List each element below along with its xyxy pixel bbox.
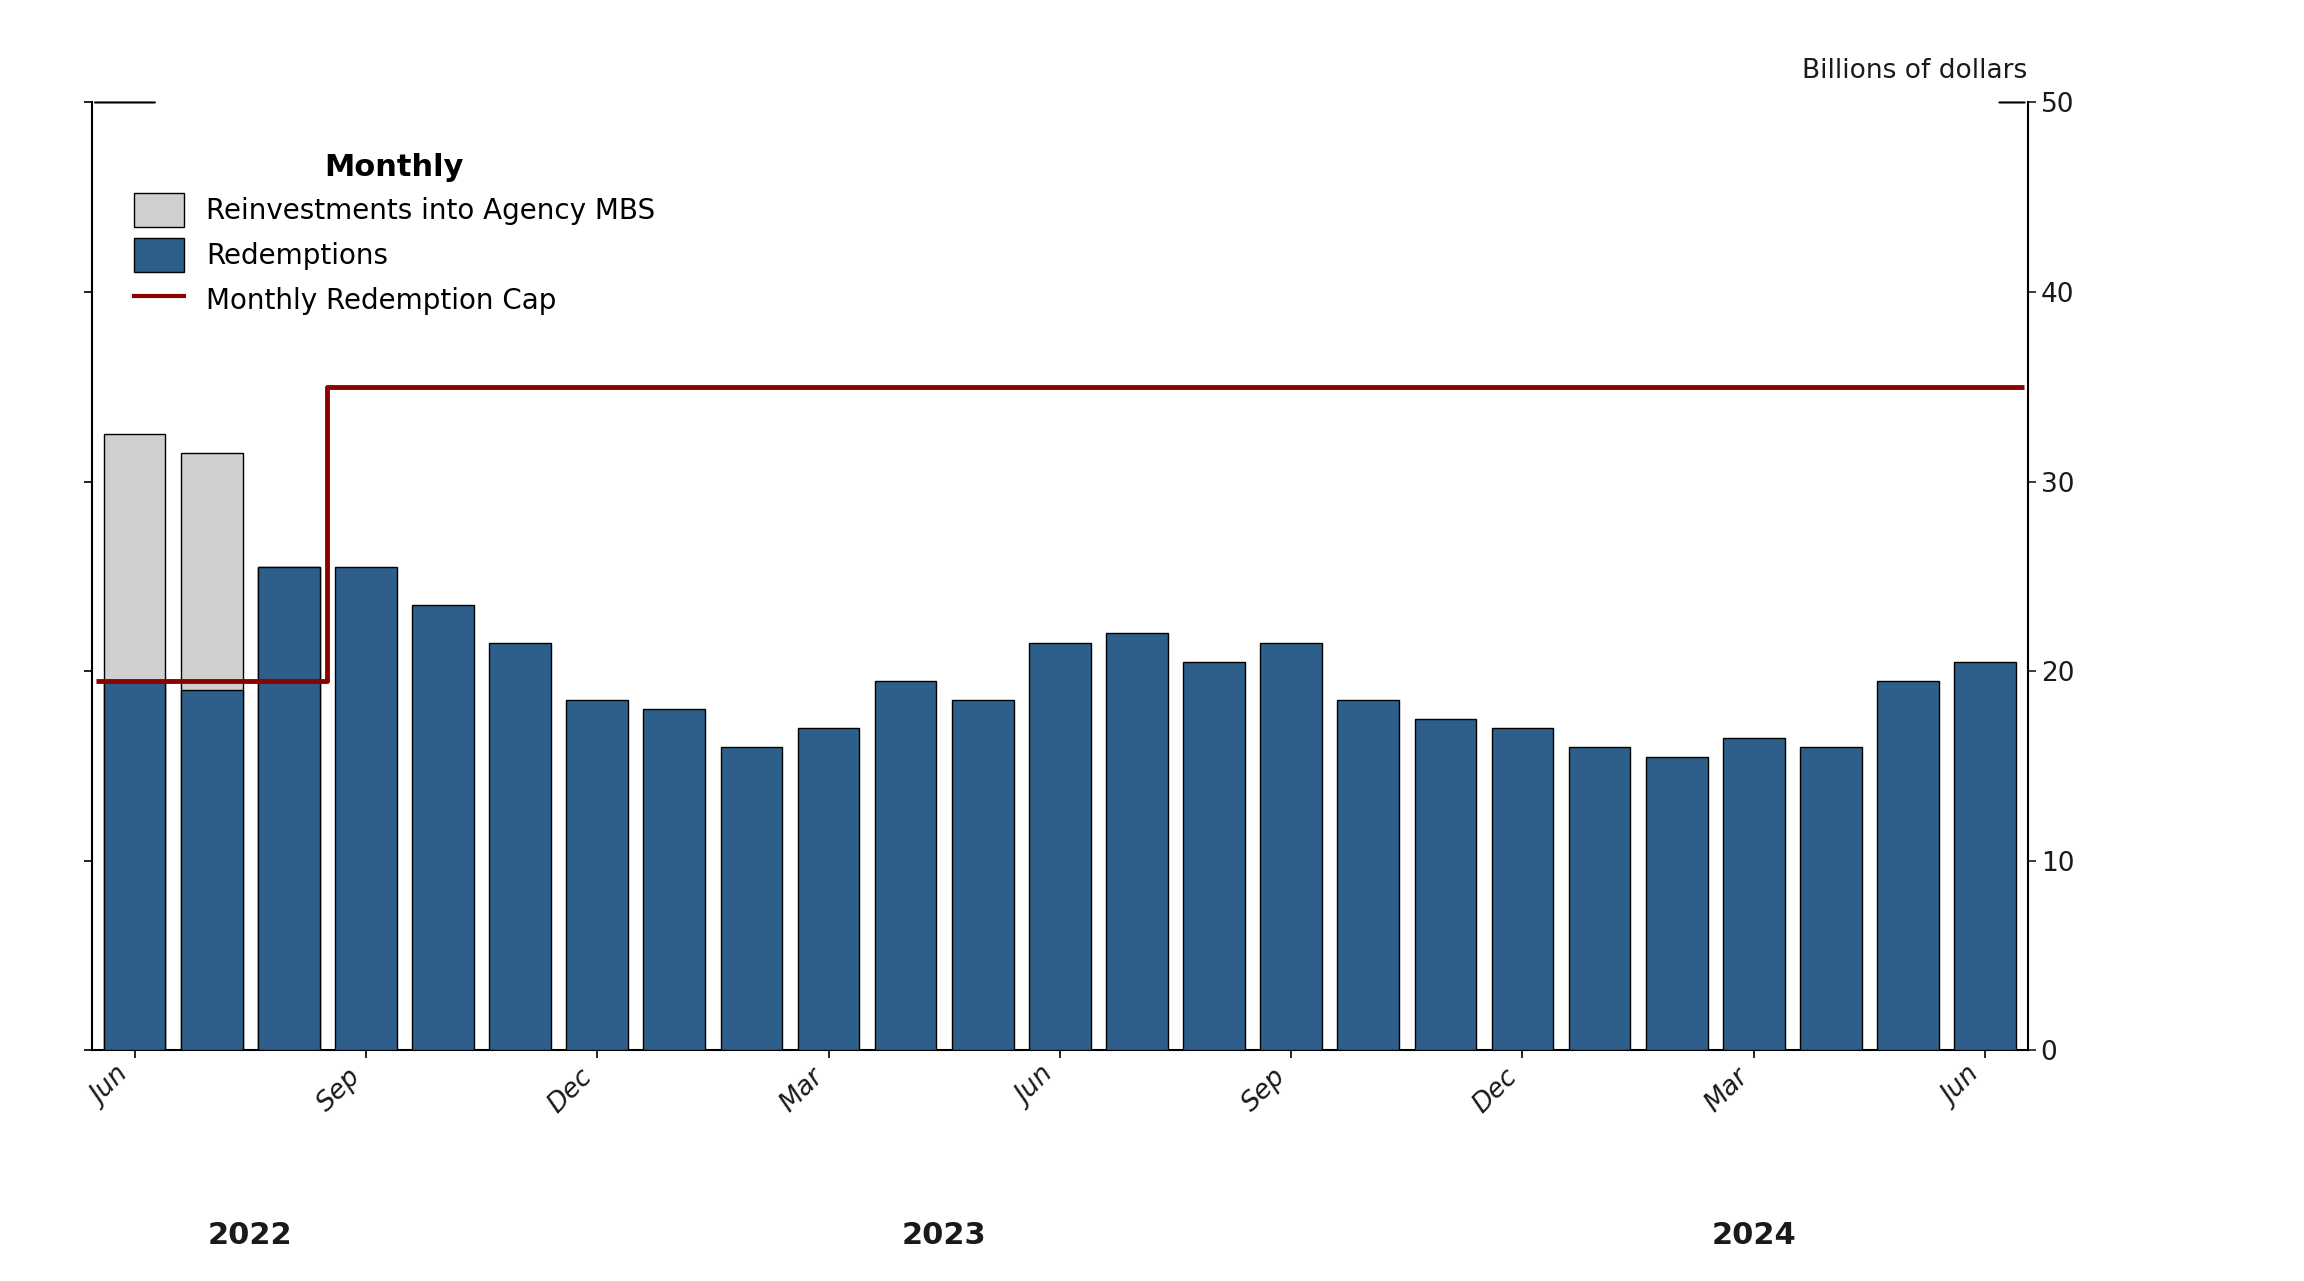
Bar [1799, 747, 1862, 1050]
Bar [1491, 728, 1553, 1050]
Bar [797, 728, 859, 1050]
Legend: Reinvestments into Agency MBS, Redemptions, Monthly Redemption Cap: Reinvestments into Agency MBS, Redemptio… [124, 145, 664, 325]
Bar [643, 710, 705, 1050]
Bar [180, 453, 242, 1050]
Bar [876, 680, 935, 1050]
Bar [1260, 643, 1322, 1050]
Bar [1030, 643, 1090, 1050]
Bar [104, 680, 166, 1050]
Bar [952, 699, 1014, 1050]
Bar [412, 605, 475, 1050]
Bar [1878, 680, 1940, 1050]
Bar [104, 434, 166, 1050]
Text: Billions of dollars: Billions of dollars [1802, 58, 2028, 83]
Bar [488, 643, 551, 1050]
Text: 2023: 2023 [901, 1221, 986, 1250]
Text: 2024: 2024 [1712, 1221, 1797, 1250]
Bar [1569, 747, 1631, 1050]
Text: 2022: 2022 [207, 1221, 293, 1250]
Bar [258, 567, 320, 1050]
Bar [1723, 738, 1786, 1050]
Bar [1415, 719, 1477, 1050]
Bar [721, 747, 783, 1050]
Bar [1184, 662, 1244, 1050]
Bar [334, 567, 396, 1050]
Bar [1645, 757, 1707, 1050]
Bar [1954, 662, 2016, 1050]
Bar [1336, 699, 1399, 1050]
Bar [567, 699, 629, 1050]
Bar [180, 690, 242, 1050]
Bar [258, 567, 320, 1050]
Bar [1106, 633, 1168, 1050]
